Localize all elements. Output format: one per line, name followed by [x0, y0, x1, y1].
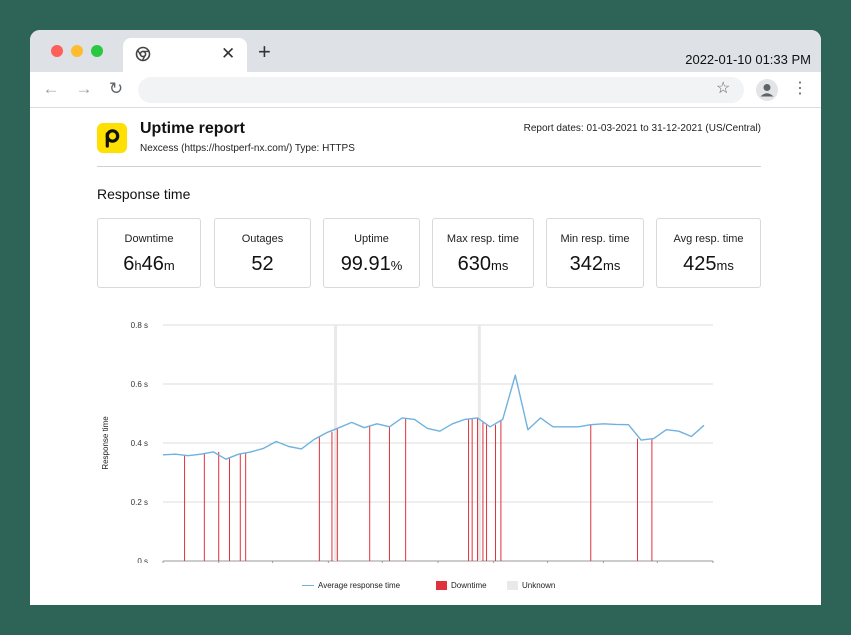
section-title: Response time: [97, 186, 191, 202]
stat-label: Max resp. time: [446, 233, 520, 245]
stat-card-uptime: Uptime 99.91%: [323, 218, 420, 288]
stat-value: 630ms: [457, 253, 509, 275]
report-page: Uptime report Nexcess (https://hostperf-…: [30, 108, 821, 605]
legend-label: Unknown: [522, 581, 556, 590]
legend-item-average[interactable]: Average response time: [302, 581, 400, 591]
back-arrow-icon[interactable]: ←: [42, 79, 60, 98]
y-tick-label: 0.2 s: [131, 498, 148, 507]
stat-value: 6h46m: [123, 253, 175, 275]
profile-icon[interactable]: [756, 79, 778, 101]
y-tick-label: 0.8 s: [131, 321, 148, 330]
close-window-button[interactable]: [51, 45, 63, 57]
address-bar[interactable]: [138, 77, 744, 103]
brand-logo: [97, 123, 127, 153]
legend-label: Downtime: [451, 581, 487, 590]
stat-value: 425ms: [683, 253, 734, 275]
report-dates: Report dates: 01-03-2021 to 31-12-2021 (…: [523, 123, 761, 134]
y-axis-label: Response time: [101, 416, 110, 470]
stat-card-min-resp: Min resp. time 342ms: [546, 218, 644, 288]
stat-value: 52: [251, 253, 274, 275]
legend-swatch-box: [507, 581, 518, 591]
plus-icon[interactable]: +: [258, 39, 271, 64]
kebab-menu-icon[interactable]: ⋮: [792, 80, 808, 97]
forward-arrow-icon[interactable]: →: [75, 79, 93, 98]
close-icon[interactable]: ✕: [221, 44, 236, 63]
reload-icon[interactable]: ↻: [108, 79, 124, 98]
header-divider: [97, 166, 761, 167]
unknown-band: [334, 325, 338, 561]
clock: 2022-01-10 01:33 PM: [685, 52, 811, 67]
star-icon[interactable]: ☆: [716, 80, 731, 97]
browser-tab[interactable]: ✕: [123, 38, 247, 72]
browser-toolbar: ← → ↻ ☆ ⋮: [30, 72, 821, 108]
legend-swatch-line: [302, 585, 314, 587]
stat-value: 99.91%: [340, 253, 403, 275]
series-line-average-response: [162, 374, 705, 460]
minimize-window-button[interactable]: [71, 45, 83, 57]
legend-item-downtime[interactable]: Downtime: [436, 581, 487, 591]
stat-label: Avg resp. time: [673, 233, 744, 245]
unknown-band: [477, 325, 481, 561]
maximize-window-button[interactable]: [91, 45, 103, 57]
stat-value: 342ms: [569, 253, 621, 275]
legend-item-unknown[interactable]: Unknown: [507, 581, 555, 591]
y-tick-label: 0.6 s: [131, 380, 148, 389]
stat-label: Downtime: [124, 233, 174, 245]
stat-card-max-resp: Max resp. time 630ms: [432, 218, 534, 288]
chrome-icon: [135, 46, 151, 62]
stat-label: Min resp. time: [560, 233, 630, 245]
stat-card-avg-resp: Avg resp. time 425ms: [656, 218, 761, 288]
legend-swatch-box: [436, 581, 447, 591]
legend-label: Average response time: [318, 581, 401, 590]
browser-window: ✕ + 2022-01-10 01:33 PM ← → ↻ ☆ ⋮ Uptime…: [30, 30, 821, 605]
stat-label: Outages: [241, 233, 284, 245]
stat-card-downtime: Downtime 6h46m: [97, 218, 201, 288]
y-tick-label: 0.4 s: [131, 439, 148, 448]
y-tick-label: 0 s: [137, 557, 148, 563]
monitor-subtitle: Nexcess (https://hostperf-nx.com/) Type:…: [140, 143, 355, 154]
stat-label: Uptime: [354, 233, 389, 245]
page-title: Uptime report: [140, 120, 245, 137]
title-bar: ✕ + 2022-01-10 01:33 PM: [30, 30, 821, 72]
stat-card-outages: Outages 52: [214, 218, 311, 288]
chart-legend: Average response time Downtime Unknown: [30, 581, 821, 597]
